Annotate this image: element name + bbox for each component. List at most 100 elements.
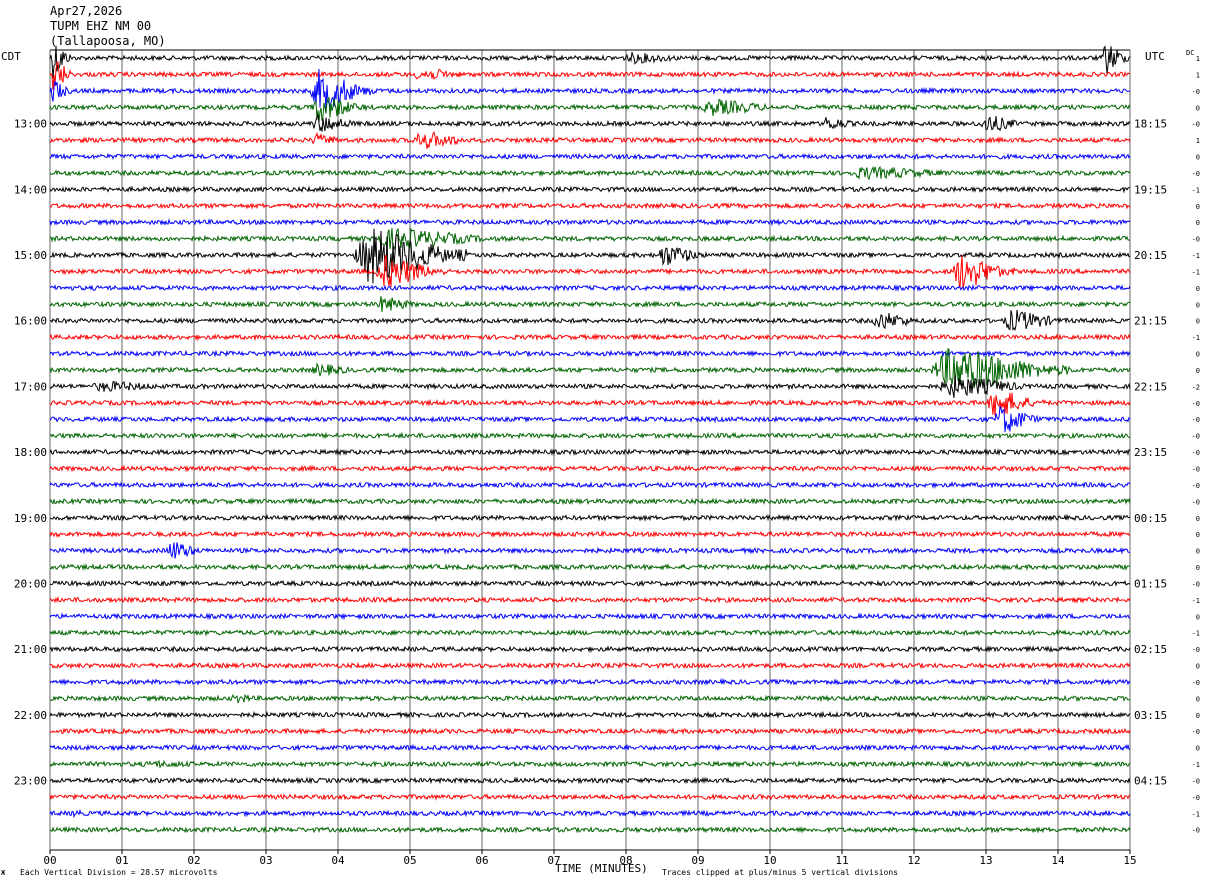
dc-offset-label: -0	[1192, 827, 1200, 835]
trace-line-20	[49, 375, 1131, 398]
dc-offset-label: 0	[1196, 695, 1200, 703]
trace-line-42	[49, 743, 1131, 752]
trace-line-45	[49, 792, 1131, 801]
trace-line-2	[49, 68, 1131, 110]
trace-line-24	[49, 448, 1131, 457]
x-tick-label: 01	[115, 854, 128, 867]
trace-line-39	[49, 693, 1131, 704]
x-tick-label: 10	[763, 854, 776, 867]
trace-line-34	[49, 612, 1131, 621]
trace-line-29	[49, 530, 1131, 539]
dc-offset-label: -0	[1192, 777, 1200, 785]
dc-offset-label: -0	[1192, 449, 1200, 457]
corner-mark: Ж	[1, 869, 6, 877]
left-hour-label: 13:00	[14, 118, 47, 131]
x-tick-label: 08	[619, 854, 632, 867]
left-hour-label: 16:00	[14, 315, 47, 328]
dc-offset-label: 1	[1196, 71, 1200, 79]
dc-offset-label: -1	[1192, 597, 1200, 605]
trace-line-25	[49, 464, 1131, 473]
x-tick-label: 06	[475, 854, 488, 867]
dc-offset-label: -0	[1192, 794, 1200, 802]
right-hour-label: 19:15	[1134, 183, 1167, 196]
trace-line-0	[49, 45, 1131, 79]
dc-offset-label: -1	[1192, 810, 1200, 818]
dc-offset-label: 0	[1196, 745, 1200, 753]
trace-line-46	[49, 808, 1131, 819]
dc-offset-label: -0	[1192, 646, 1200, 654]
trace-line-28	[49, 513, 1131, 522]
trace-line-4	[49, 114, 1131, 132]
right-hour-label: 23:15	[1134, 446, 1167, 459]
dc-offset-label: -0	[1192, 121, 1200, 129]
trace-line-35	[49, 628, 1131, 637]
trace-line-3	[49, 97, 1131, 123]
header-station: TUPM EHZ NM 00	[50, 19, 152, 33]
x-tick-label: 14	[1051, 854, 1065, 867]
dc-offset-label: 0	[1196, 219, 1200, 227]
trace-line-31	[49, 562, 1131, 572]
left-hour-label: 22:00	[14, 709, 47, 722]
dc-offset-label: -0	[1192, 679, 1200, 687]
x-tick-label: 04	[331, 854, 345, 867]
vertical-division-note: Each Vertical Division = 28.57 microvolt…	[20, 868, 218, 877]
dc-offset-label: -0	[1192, 236, 1200, 244]
time-axis: 11-00-010-0-100-0-1-1000-100-2-0-0-0-0-0…	[14, 55, 1200, 867]
dc-offset-label: -1	[1192, 761, 1200, 769]
trace-line-37	[49, 661, 1131, 670]
right-hour-label: 18:15	[1134, 118, 1167, 131]
trace-line-5	[49, 131, 1131, 149]
trace-line-30	[49, 542, 1130, 559]
x-tick-label: 15	[1123, 854, 1136, 867]
dc-offset-label: 0	[1196, 613, 1200, 621]
dc-offset-label: 0	[1196, 564, 1200, 572]
dc-offset-label: 0	[1196, 318, 1200, 326]
dc-offset-label: -1	[1192, 630, 1200, 638]
dc-offset-label: -0	[1192, 416, 1200, 424]
dc-offset-label: -1	[1192, 334, 1200, 342]
dc-offset-label: 0	[1196, 104, 1200, 112]
right-hour-label: 20:15	[1134, 249, 1167, 262]
header-date: Apr27,2026	[50, 4, 123, 18]
dc-label: DC	[1186, 49, 1195, 57]
trace-line-7	[49, 165, 1131, 181]
dc-offset-label: 1	[1196, 137, 1200, 145]
dc-offset-label: 0	[1196, 154, 1200, 162]
trace-line-19	[49, 348, 1131, 389]
right-hour-label: 22:15	[1134, 380, 1167, 393]
dc-offset-label: -0	[1192, 400, 1200, 408]
dc-offset-label: 0	[1196, 285, 1200, 293]
dc-offset-label: -1	[1192, 268, 1200, 276]
dc-offset-label: -0	[1192, 498, 1200, 506]
dc-offset-label: -0	[1192, 433, 1200, 441]
trace-line-26	[49, 481, 1131, 489]
trace-line-9	[49, 201, 1131, 210]
right-hour-label: 03:15	[1134, 709, 1167, 722]
left-hour-label: 19:00	[14, 512, 47, 525]
left-timezone: CDT	[1, 50, 21, 63]
dc-offset-label: 1	[1196, 55, 1200, 63]
trace-line-21	[49, 392, 1131, 416]
dc-offset-label: 0	[1196, 301, 1200, 309]
dc-offset-label: 0	[1196, 712, 1200, 720]
dc-offset-label: -0	[1192, 728, 1200, 736]
clip-note: Traces clipped at plus/minus 5 vertical …	[662, 868, 899, 877]
x-tick-label: 09	[691, 854, 704, 867]
trace-line-10	[49, 218, 1131, 227]
trace-line-36	[49, 645, 1131, 654]
dc-offset-label: 0	[1196, 531, 1200, 539]
trace-line-14	[49, 283, 1131, 292]
trace-line-47	[49, 825, 1131, 834]
right-hour-label: 00:15	[1134, 512, 1167, 525]
dc-offset-label: -0	[1192, 580, 1200, 588]
trace-line-43	[49, 759, 1131, 769]
x-tick-label: 05	[403, 854, 416, 867]
right-timezone: UTC	[1145, 50, 1165, 63]
trace-line-33	[49, 595, 1131, 604]
left-hour-label: 20:00	[14, 577, 47, 590]
left-hour-label: 23:00	[14, 774, 47, 787]
trace-line-38	[49, 677, 1131, 687]
dc-offset-label: 0	[1196, 203, 1200, 211]
trace-line-15	[49, 296, 1131, 313]
trace-line-41	[49, 727, 1131, 736]
